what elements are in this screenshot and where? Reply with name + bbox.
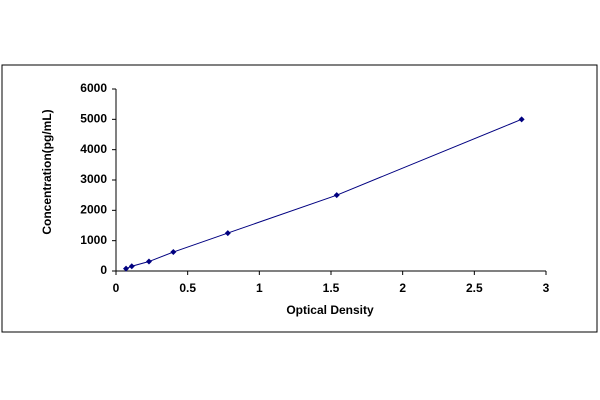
- x-tick-label: 2: [399, 281, 406, 295]
- y-tick-label: 0: [100, 263, 107, 277]
- y-axis-label: Concentration(pg/mL): [40, 109, 54, 234]
- x-axis-label: Optical Density: [286, 303, 374, 317]
- point: [145, 258, 152, 265]
- x-tick-label: 0: [113, 281, 120, 295]
- x-tick-label: 0.5: [179, 281, 196, 295]
- x-tick-label: 1.5: [323, 281, 340, 295]
- x-tick-label: 1: [256, 281, 263, 295]
- x-tick-label: 3: [543, 281, 550, 295]
- point: [333, 192, 340, 199]
- y-tick-label: 5000: [80, 112, 107, 126]
- chart-frame: [1, 64, 598, 333]
- y-tick-label: 6000: [80, 81, 107, 95]
- point: [518, 116, 525, 123]
- y-tick-label: 4000: [80, 142, 107, 156]
- point: [170, 249, 177, 256]
- point: [123, 265, 130, 272]
- point: [224, 230, 231, 237]
- x-tick-label: 2.5: [466, 281, 483, 295]
- y-tick-label: 3000: [80, 172, 107, 186]
- y-tick-label: 1000: [80, 233, 107, 247]
- y-tick-label: 2000: [80, 203, 107, 217]
- point: [128, 263, 135, 270]
